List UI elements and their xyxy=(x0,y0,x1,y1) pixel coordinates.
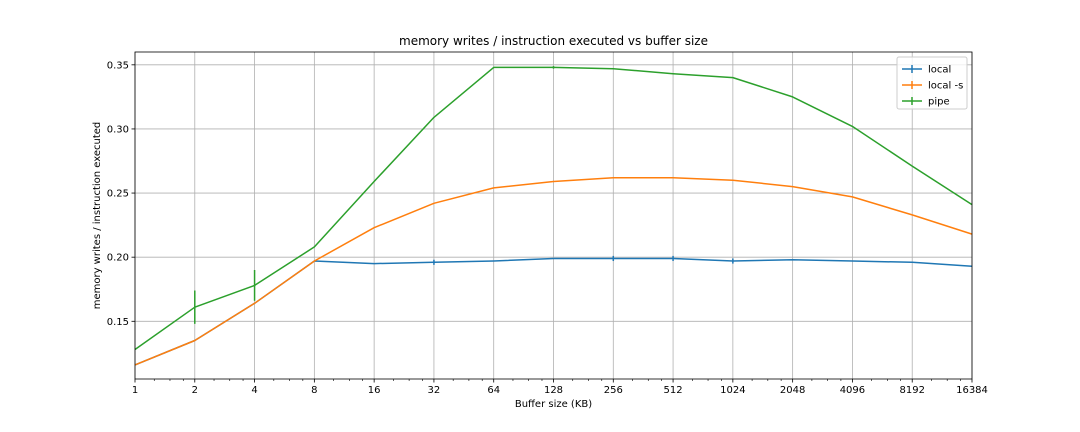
chart-title: memory writes / instruction executed vs … xyxy=(399,34,708,48)
legend: local local -s pipe xyxy=(896,56,968,110)
y-tick-label: 0.15 xyxy=(107,317,129,328)
x-tick-label: 2 xyxy=(192,385,198,396)
x-tick-label: 256 xyxy=(604,385,623,396)
x-tick-label: 32 xyxy=(428,385,441,396)
x-tick-label: 16384 xyxy=(956,385,988,396)
x-tick-label: 8192 xyxy=(899,385,924,396)
x-tick-label: 4096 xyxy=(840,385,865,396)
x-tick-label: 2048 xyxy=(780,385,805,396)
series-line-local-s xyxy=(134,176,973,366)
x-tick-label: 512 xyxy=(664,385,683,396)
x-tick-label: 16 xyxy=(368,385,381,396)
y-tick-label: 0.20 xyxy=(107,253,129,264)
x-tick-label: 8 xyxy=(311,385,317,396)
y-tick-label: 0.30 xyxy=(107,124,129,135)
y-axis-label: memory writes / instruction executed xyxy=(92,122,103,310)
legend-box xyxy=(896,56,968,110)
legend-label-pipe: pipe xyxy=(928,97,950,108)
axis-ticks: 1 2 4 8 16 32 64 128 256 512 1024 2048 4096 8192 16384… xyxy=(107,60,988,396)
series-layer xyxy=(134,66,973,366)
x-tick-label: 4 xyxy=(251,385,257,396)
y-tick-label: 0.35 xyxy=(107,60,129,71)
x-tick-label: 1024 xyxy=(720,385,745,396)
x-tick-label: 1 xyxy=(132,385,138,396)
legend-label-local-s: local -s xyxy=(928,81,963,92)
x-tick-label: 128 xyxy=(544,385,563,396)
x-axis-label: Buffer size (KB) xyxy=(515,399,592,410)
legend-label-local: local xyxy=(928,65,951,76)
x-tick-label: 64 xyxy=(487,385,500,396)
y-tick-label: 0.25 xyxy=(107,189,129,200)
